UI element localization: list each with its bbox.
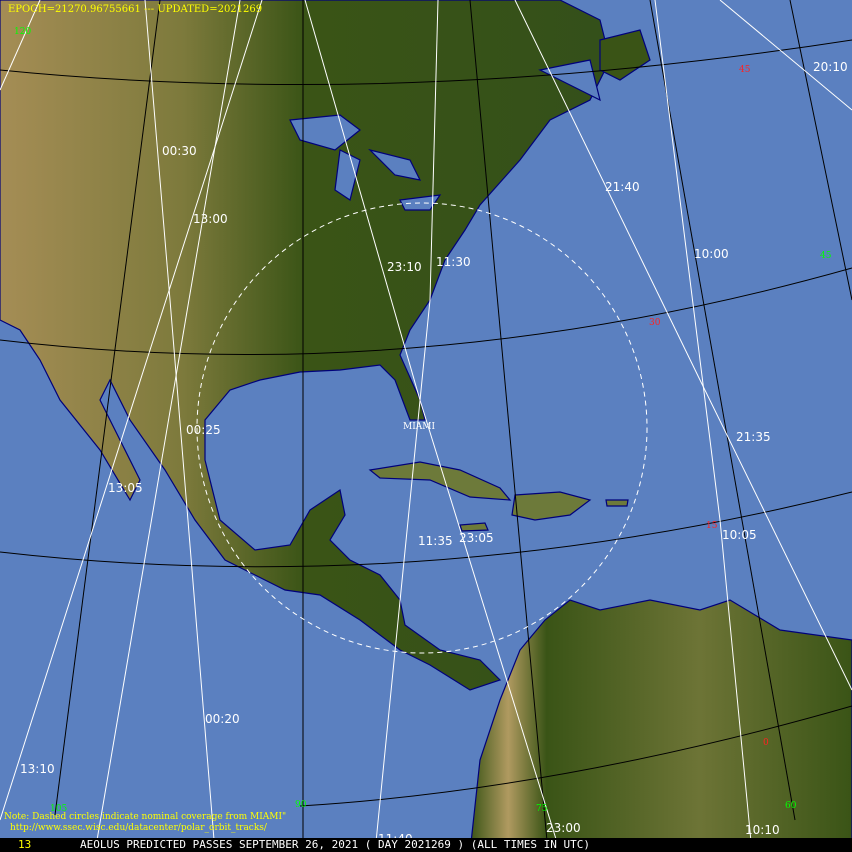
pass-time: 13:10	[20, 762, 55, 776]
orbit-track-edge	[0, 0, 41, 91]
latitude-label: 0	[763, 738, 769, 748]
pass-time: 13:00	[193, 212, 228, 226]
latitude-label: 30	[649, 318, 661, 328]
longitude-label: 60	[785, 801, 797, 811]
great-lakes	[289, 114, 442, 211]
pass-time: 11:30	[436, 255, 471, 269]
pass-time: 00:20	[205, 712, 240, 726]
epoch-header: EPOCH=21270.96755661 --- UPDATED=2021269	[8, 4, 263, 15]
pass-time-labels: 00:30 00:25 00:20 13:00 13:05 13:10 23:1…	[20, 60, 848, 846]
cuba	[368, 461, 512, 501]
pass-time: 20:10	[813, 60, 848, 74]
gulf-of-st-lawrence	[538, 59, 601, 102]
latitude-label: 15	[706, 521, 718, 531]
longitude-label: 75	[536, 804, 548, 814]
hispaniola	[511, 491, 592, 521]
longitude-label: 90	[295, 800, 307, 810]
orbit-track-21	[514, 0, 852, 691]
latitude-label: 45	[739, 65, 751, 75]
orbit-track-left	[94, 0, 241, 852]
pass-time: 10:10	[745, 823, 780, 837]
orbit-track-11	[374, 0, 439, 852]
north-america	[0, 0, 611, 691]
south-america	[469, 599, 852, 852]
footer-bar: 13 AEOLUS PREDICTED PASSES SEPTEMBER 26,…	[0, 838, 852, 852]
footer-title: AEOLUS PREDICTED PASSES SEPTEMBER 26, 20…	[80, 838, 590, 851]
orbit-track-00	[144, 0, 216, 852]
station-label: MIAMI	[403, 422, 435, 432]
pass-time: 10:00	[694, 247, 729, 261]
longitude-label: 105	[50, 804, 67, 814]
coverage-note: Note: Dashed circles indicate nominal co…	[4, 812, 286, 834]
longitude-label: 120	[14, 27, 31, 37]
puerto-rico	[605, 499, 629, 507]
pass-time: 23:05	[459, 531, 494, 545]
pass-time: 13:05	[108, 481, 143, 495]
graticule-labels: 120 105 90 75 60 45 45 30 15 0	[14, 27, 832, 814]
pass-time: 23:10	[387, 260, 422, 274]
note-text: Note: Dashed circles indicate nominal co…	[4, 812, 287, 822]
longitude-label: 45	[820, 251, 832, 261]
frame-number: 13	[18, 838, 32, 851]
coverage-circle-miami	[196, 202, 648, 654]
pass-time: 21:40	[605, 180, 640, 194]
jamaica	[459, 522, 489, 532]
pass-time: 10:05	[722, 528, 757, 542]
pass-time: 11:35	[418, 534, 453, 548]
pass-time: 23:00	[546, 821, 581, 835]
orbit-track-10	[654, 0, 753, 852]
orbit-track-20	[719, 0, 852, 111]
pass-time: 00:30	[162, 144, 197, 158]
pass-time: 00:25	[186, 423, 221, 437]
orbit-track-13	[0, 0, 263, 821]
note-url: http://www.ssec.wisc.edu/datacenter/pola…	[10, 823, 267, 833]
pass-time: 21:35	[736, 430, 771, 444]
